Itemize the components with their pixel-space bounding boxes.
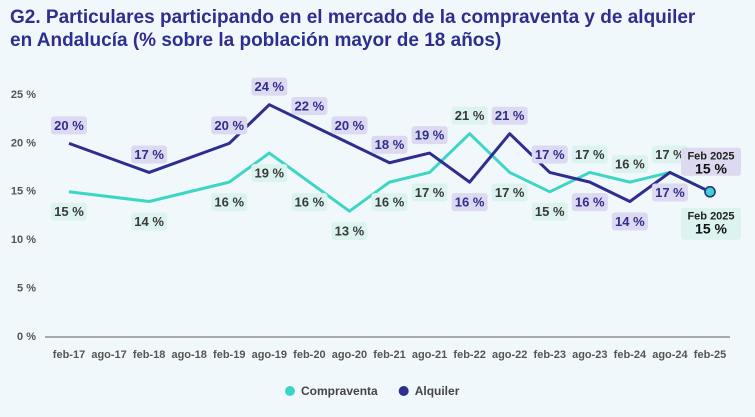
value-label-bg — [451, 106, 488, 125]
value-label-bg — [531, 145, 568, 164]
x-tick-label: ago-18 — [171, 349, 206, 361]
x-tick-label: feb-25 — [694, 349, 726, 361]
value-label: 21 % — [495, 108, 525, 123]
value-label: 17 % — [655, 147, 685, 162]
value-label: 14 % — [134, 214, 164, 229]
value-label-bg — [371, 135, 408, 154]
value-label-bg — [491, 106, 528, 125]
y-tick-label: 25 % — [11, 89, 36, 101]
value-label: 17 % — [495, 185, 525, 200]
value-label-bg — [131, 145, 168, 164]
value-label-bg — [251, 164, 288, 183]
value-label: 14 % — [615, 214, 645, 229]
value-label-bg — [571, 193, 608, 212]
value-label: 24 % — [254, 79, 284, 94]
value-label-bg — [491, 183, 528, 202]
y-tick-label: 20 % — [11, 137, 36, 149]
end-label-bg — [681, 147, 741, 176]
value-label-bg — [411, 126, 448, 145]
x-tick-label: ago-19 — [252, 349, 287, 361]
value-label-bg — [211, 116, 248, 135]
x-tick-label: feb-17 — [53, 349, 85, 361]
y-tick-label: 10 % — [11, 234, 36, 246]
value-label: 21 % — [455, 108, 485, 123]
value-label: 18 % — [375, 137, 405, 152]
y-tick-label: 15 % — [11, 186, 36, 198]
value-label-bg — [51, 116, 87, 135]
value-label: 17 % — [655, 185, 685, 200]
legend-swatch — [398, 386, 409, 396]
end-marker — [704, 186, 716, 198]
value-label: 16 % — [295, 195, 325, 210]
value-label-bg — [611, 155, 648, 174]
x-tick-label: feb-19 — [213, 349, 245, 361]
x-tick-label: ago-21 — [412, 349, 447, 361]
value-label: 16 % — [575, 195, 605, 210]
x-tick-label: ago-24 — [652, 349, 688, 361]
value-label-bg — [651, 145, 688, 164]
value-label-bg — [451, 193, 488, 212]
value-label: 16 % — [455, 195, 485, 210]
value-label-bg — [651, 183, 688, 202]
value-label-bg — [251, 77, 288, 96]
value-label-bg — [611, 212, 648, 231]
value-label-bg — [211, 193, 248, 212]
value-label-bg — [531, 202, 568, 221]
x-tick-label: ago-20 — [332, 349, 367, 361]
value-label-bg — [131, 212, 168, 231]
value-label: 16 % — [375, 195, 405, 210]
value-label: 17 % — [415, 185, 445, 200]
end-value-label: 15 % — [695, 161, 727, 177]
value-label: 20 % — [335, 118, 365, 133]
value-label: 20 % — [214, 118, 244, 133]
value-label: 15 % — [54, 204, 84, 219]
x-tick-label: ago-22 — [492, 349, 527, 361]
end-label-bg — [681, 207, 741, 240]
chart-title: G2. Particulares participando en el merc… — [10, 7, 696, 51]
end-label: Feb 2025 — [687, 151, 734, 163]
legend-swatch — [285, 386, 295, 396]
value-label: 19 % — [254, 166, 284, 181]
x-tick-label: feb-20 — [293, 349, 325, 361]
value-label-bg — [371, 193, 408, 212]
value-label: 16 % — [615, 157, 645, 172]
x-tick-label: feb-22 — [453, 349, 485, 361]
legend-label: Compraventa — [301, 384, 378, 398]
value-label-bg — [291, 97, 328, 116]
value-label: 19 % — [415, 128, 445, 143]
x-tick-label: feb-18 — [133, 349, 165, 361]
value-label-bg — [331, 116, 368, 135]
end-value-label: 15 % — [695, 221, 727, 237]
value-label: 13 % — [335, 224, 365, 239]
y-tick-label: 0 % — [17, 331, 36, 343]
series-line — [68, 132, 711, 213]
x-tick-label: feb-23 — [534, 349, 566, 361]
value-label-bg — [291, 193, 328, 212]
value-label-bg — [571, 145, 608, 164]
legend-label: Alquiler — [415, 384, 460, 398]
x-tick-label: ago-17 — [91, 349, 126, 361]
value-label: 15 % — [535, 204, 565, 219]
value-label: 20 % — [54, 118, 84, 133]
y-tick-label: 5 % — [17, 283, 36, 295]
value-label: 17 % — [575, 147, 605, 162]
value-label: 17 % — [134, 147, 164, 162]
value-label-bg — [331, 222, 368, 241]
value-label: 16 % — [214, 195, 244, 210]
x-tick-label: feb-21 — [373, 349, 405, 361]
value-label: 17 % — [535, 147, 565, 162]
end-label: Feb 2025 — [687, 211, 734, 223]
x-tick-label: feb-24 — [614, 349, 647, 361]
value-label: 22 % — [295, 98, 325, 113]
value-label-bg — [51, 202, 87, 221]
x-tick-label: ago-23 — [572, 349, 607, 361]
value-label-bg — [411, 183, 448, 202]
